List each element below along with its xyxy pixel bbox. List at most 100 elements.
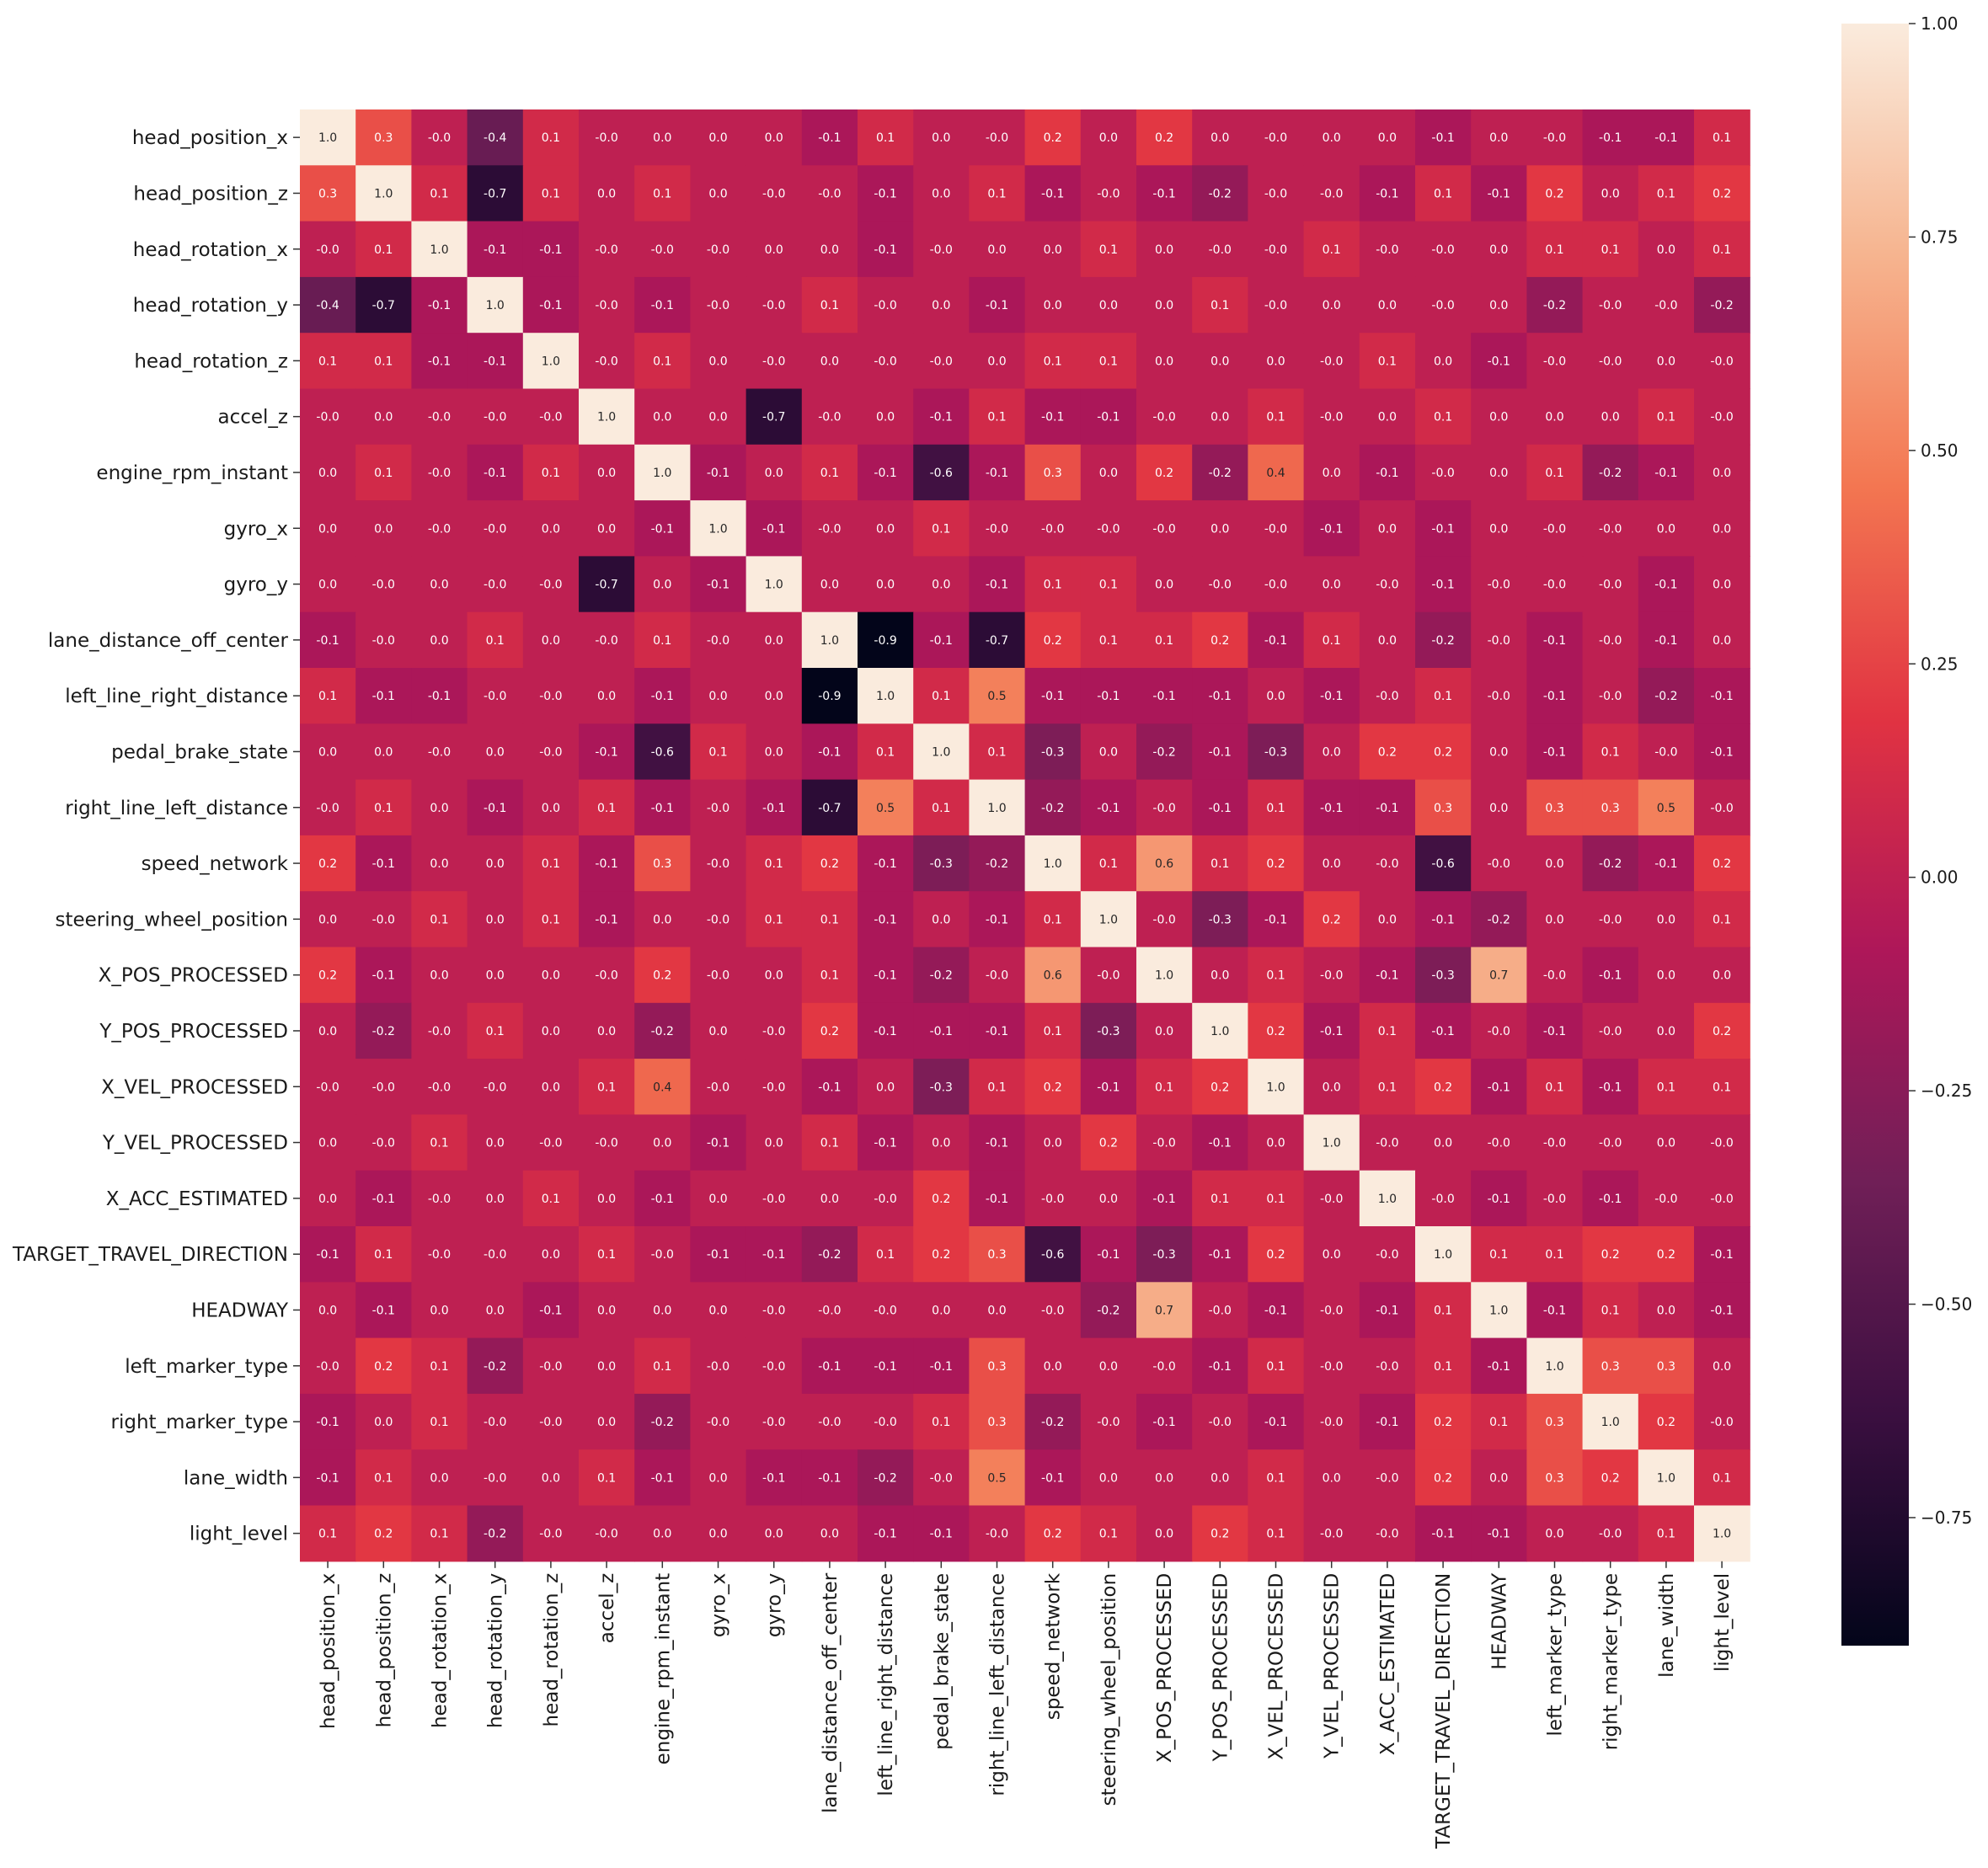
heatmap-cell (1303, 1449, 1360, 1507)
heatmap-cell (300, 891, 356, 948)
heatmap-cell (1359, 1505, 1416, 1562)
y-tick-label: right_marker_type (111, 1412, 288, 1433)
heatmap-cell-value: -0.2 (930, 969, 953, 983)
heatmap-cell (858, 891, 914, 948)
heatmap-cell-value: 0.2 (653, 969, 671, 983)
heatmap-cell (355, 779, 412, 836)
heatmap-cell-value: -0.1 (595, 745, 617, 759)
heatmap-cell-value: 0.0 (820, 1528, 839, 1541)
heatmap-cell (634, 165, 691, 222)
y-tick-label: lane_width (184, 1467, 288, 1489)
heatmap-cell (858, 165, 914, 222)
heatmap-cell-value: -0.1 (372, 690, 395, 703)
heatmap-cell-value: 0.1 (374, 355, 393, 368)
heatmap-cell (1080, 1002, 1137, 1059)
heatmap-cell (522, 668, 580, 724)
heatmap-cell (1136, 835, 1193, 892)
heatmap-cell-value: -0.2 (484, 1528, 506, 1541)
heatmap-cell-value: -0.2 (1599, 857, 1622, 871)
heatmap-cell (858, 779, 914, 836)
heatmap-cell (411, 1282, 468, 1339)
heatmap-cell-value: -0.0 (1320, 1193, 1343, 1206)
heatmap-cell-value: -0.2 (1599, 467, 1622, 480)
heatmap-cell-value: -0.1 (428, 355, 451, 368)
heatmap-cell (801, 276, 858, 334)
heatmap-cell (355, 1114, 412, 1172)
heatmap-cell-value: -0.1 (986, 299, 1008, 312)
heatmap-cell (1303, 891, 1360, 948)
heatmap-cell (579, 1002, 635, 1059)
heatmap-cell (858, 723, 914, 781)
heatmap-cell (1248, 556, 1305, 613)
heatmap-cell (1192, 1114, 1248, 1172)
heatmap-cell-value: 0.1 (1434, 411, 1452, 424)
x-tick-label: engine_rpm_instant (652, 1573, 674, 1765)
heatmap-cell-value: 0.0 (1044, 243, 1062, 257)
heatmap-cell-value: -0.2 (1710, 299, 1733, 312)
heatmap-cell (355, 109, 412, 166)
heatmap-cell-value: -0.0 (1543, 1193, 1566, 1206)
heatmap-cell (690, 388, 747, 446)
heatmap-cell-value: 1.0 (765, 579, 783, 592)
heatmap-cell (1471, 723, 1527, 781)
heatmap-cell (801, 1449, 858, 1507)
heatmap-cell-value: 0.0 (1210, 355, 1229, 368)
heatmap-cell (1582, 109, 1639, 166)
x-tick-label: head_position_x (318, 1573, 339, 1729)
heatmap-cell (969, 1170, 1026, 1227)
heatmap-cell-value: 0.0 (597, 522, 616, 536)
heatmap-cell-value: 0.1 (1266, 1360, 1285, 1374)
heatmap-cell-value: -0.0 (1431, 467, 1454, 480)
heatmap-cell (1024, 1226, 1082, 1283)
heatmap-cell (1136, 1114, 1193, 1172)
heatmap-cell (1136, 1449, 1193, 1507)
heatmap-cell-value: 0.0 (1713, 634, 1731, 648)
heatmap-cell (1471, 444, 1527, 501)
heatmap-cell-value: 0.0 (597, 467, 616, 480)
heatmap-cell (579, 388, 635, 446)
heatmap-cell (411, 1002, 468, 1059)
heatmap-cell (1415, 779, 1472, 836)
heatmap-cell (913, 221, 970, 278)
heatmap-cell (746, 1337, 803, 1395)
heatmap-cell (1136, 611, 1193, 669)
heatmap-cell (579, 1226, 635, 1283)
heatmap-cell-value: -0.1 (707, 1137, 729, 1150)
heatmap-cell-value: 0.2 (1323, 913, 1341, 926)
heatmap-cell (1359, 779, 1416, 836)
heatmap-cell-value: 0.0 (1657, 1025, 1675, 1038)
heatmap-cell-value: -0.0 (1488, 1025, 1510, 1038)
heatmap-cell-value: 0.0 (486, 969, 505, 983)
heatmap-cell (355, 723, 412, 781)
heatmap-cell (1080, 1226, 1137, 1283)
heatmap-cell-value: -0.0 (762, 1360, 785, 1374)
heatmap-cell-value: -0.1 (986, 579, 1008, 592)
heatmap-cell (1024, 221, 1082, 278)
heatmap-cell (1024, 1449, 1082, 1507)
colorbar-tick-label: −0.25 (1921, 1081, 1972, 1101)
heatmap-cell-value: 0.0 (374, 522, 393, 536)
heatmap-cell (1526, 611, 1584, 669)
heatmap-cell (355, 388, 412, 446)
heatmap-cell (634, 556, 691, 613)
heatmap-cell-value: 1.0 (486, 299, 505, 312)
heatmap-cell-value: 0.0 (597, 1416, 616, 1429)
heatmap-cell (858, 1170, 914, 1227)
heatmap-cell (1192, 1337, 1248, 1395)
y-tick-label: left_line_right_distance (65, 686, 288, 707)
heatmap-cell-value: -0.1 (1543, 634, 1566, 648)
y-axis-labels: head_position_x head_position_z head_rotat… (12, 127, 300, 1545)
heatmap-cell-value: 0.0 (1489, 802, 1508, 815)
heatmap-cell-value: -0.1 (1097, 802, 1120, 815)
heatmap-cell-value: -0.0 (1488, 690, 1510, 703)
heatmap-cell-value: -0.1 (1264, 1304, 1287, 1317)
heatmap-cell-value: -0.1 (1599, 131, 1622, 145)
heatmap-cell-value: -0.0 (595, 355, 617, 368)
heatmap-cell (1303, 1282, 1360, 1339)
y-tick-label: gyro_y (224, 574, 288, 596)
heatmap-cell (969, 1226, 1026, 1283)
heatmap-cell-value: 0.1 (1210, 299, 1229, 312)
heatmap-cell (1248, 109, 1305, 166)
heatmap-cell (801, 1226, 858, 1283)
heatmap-cell-value: -0.1 (1654, 131, 1677, 145)
